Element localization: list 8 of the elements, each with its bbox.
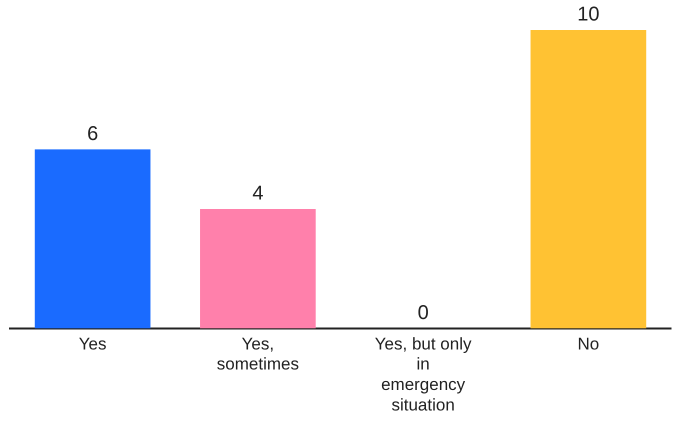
data-label: 0	[418, 302, 429, 324]
data-label: 4	[252, 182, 264, 205]
x-tick-label: No	[578, 334, 600, 354]
x-tick-label: Yes, but only in emergency situation	[374, 334, 472, 414]
x-tick-label: Yes, sometimes	[216, 334, 299, 374]
data-label: 6	[87, 122, 98, 145]
data-label: 10	[577, 4, 600, 26]
x-tick-label: Yes	[78, 334, 106, 354]
